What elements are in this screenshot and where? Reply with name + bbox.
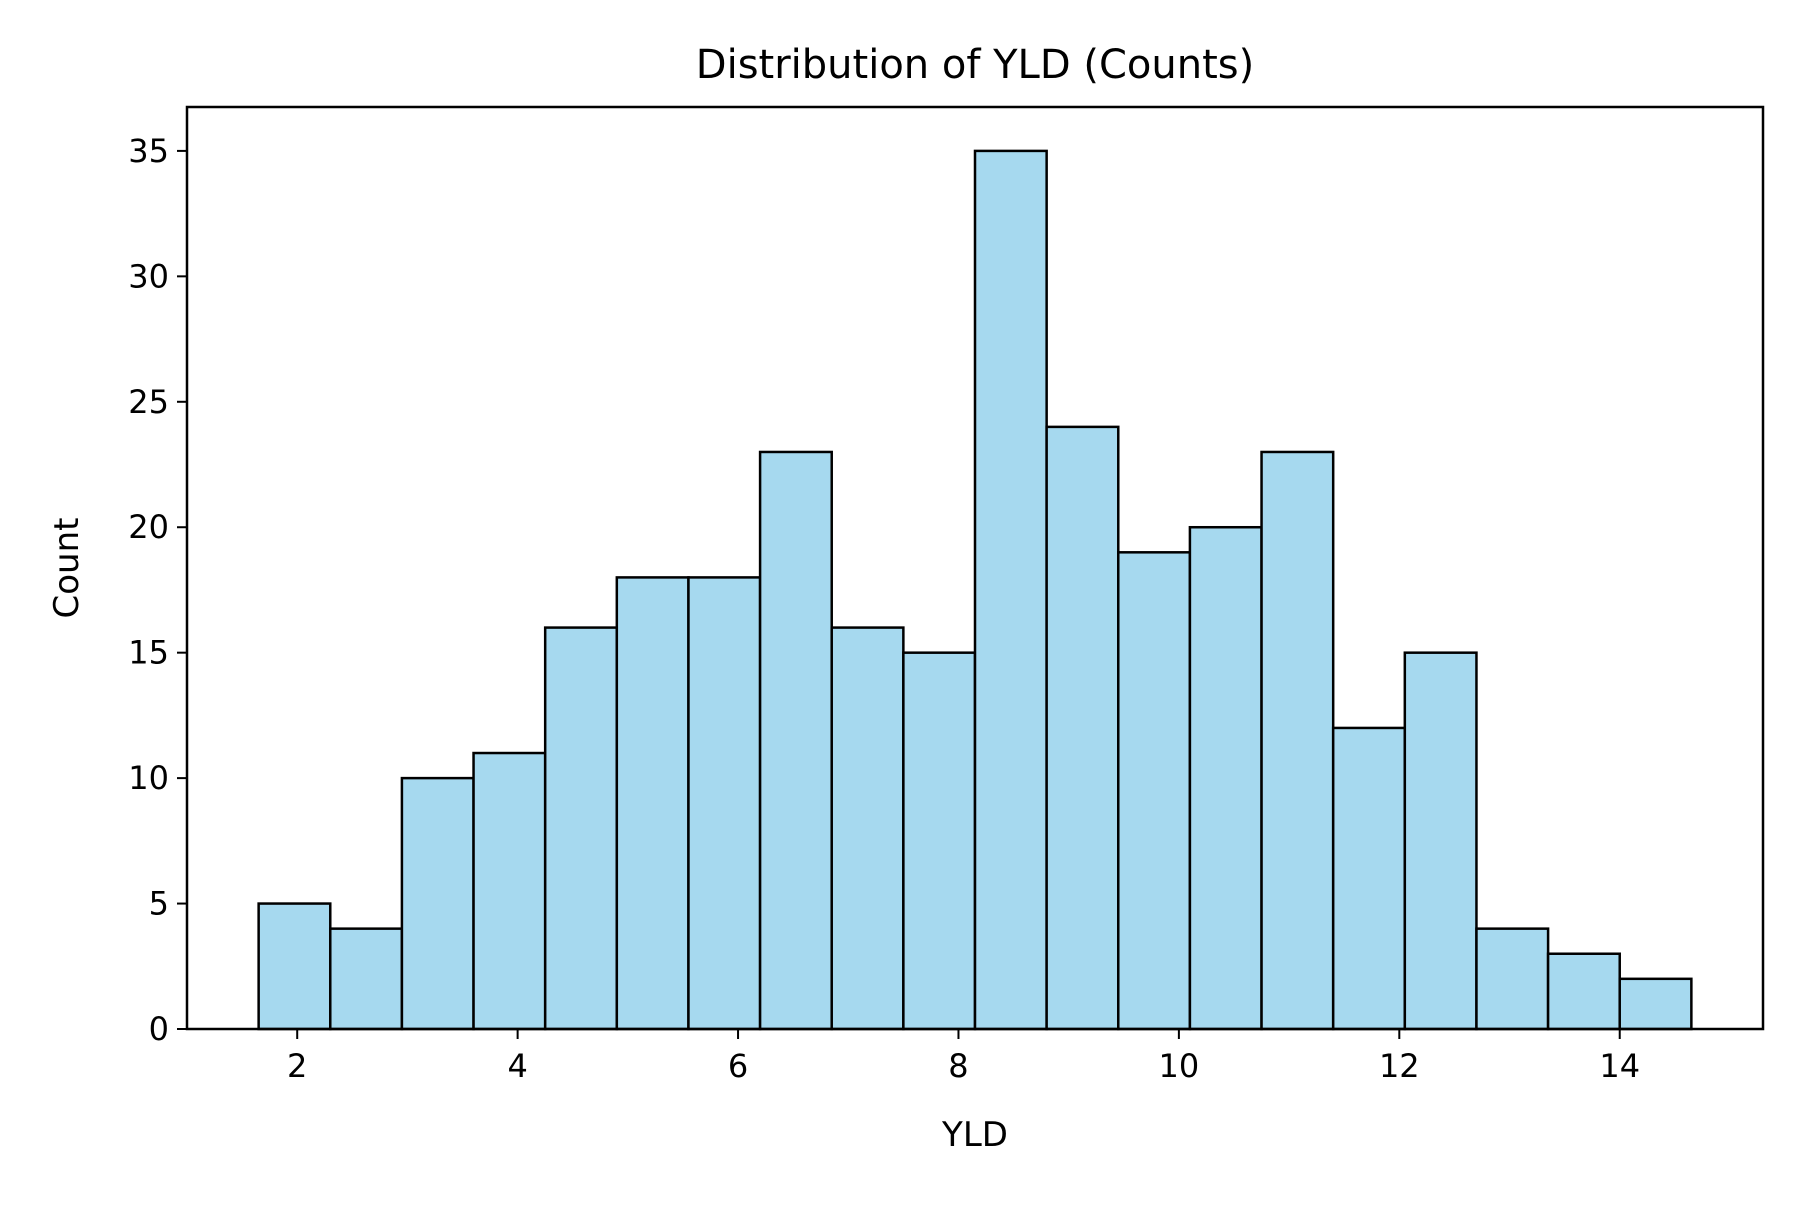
histogram-bar (687, 576, 762, 1031)
x-tick-label: 14 (1599, 1047, 1640, 1085)
y-axis-title: Count (47, 518, 87, 619)
x-axis: 2 4 6 8 10 12 14 (287, 1029, 1640, 1085)
histogram-bar (1260, 450, 1335, 1031)
histogram-bar (1403, 651, 1478, 1031)
histogram-bar (329, 927, 404, 1031)
histogram-bar (1045, 425, 1120, 1031)
histogram-bar (758, 450, 833, 1031)
histogram-bar (830, 626, 905, 1031)
bars-layer (257, 149, 1693, 1031)
chart-title: Distribution of YLD (Counts) (696, 42, 1254, 88)
x-tick-label: 10 (1159, 1047, 1200, 1085)
x-axis-title: YLD (941, 1115, 1008, 1155)
histogram-bar (1475, 927, 1550, 1031)
y-tick-label: 25 (128, 383, 169, 421)
histogram-bar (615, 576, 690, 1031)
histogram-bar (973, 149, 1048, 1031)
x-tick-label: 8 (948, 1047, 968, 1085)
x-tick-label: 6 (728, 1047, 748, 1085)
y-tick-label: 15 (128, 634, 169, 672)
histogram-bar (1188, 525, 1263, 1031)
y-tick-label: 10 (128, 759, 169, 797)
histogram-bar (1618, 977, 1693, 1031)
y-tick-label: 0 (149, 1010, 169, 1048)
x-tick-label: 4 (507, 1047, 527, 1085)
histogram-bar (1546, 952, 1621, 1031)
y-tick-label: 5 (149, 885, 169, 923)
histogram-bar (1117, 551, 1192, 1031)
histogram-bar (257, 902, 332, 1031)
histogram-bar (472, 751, 547, 1031)
plot-frame (185, 105, 1765, 1031)
y-tick-label: 35 (128, 132, 169, 170)
y-tick-label: 20 (128, 508, 169, 546)
histogram-bar (400, 776, 475, 1031)
y-axis: 0 5 10 15 20 25 30 35 (128, 132, 187, 1048)
x-tick-label: 2 (287, 1047, 307, 1085)
histogram-bar (1331, 726, 1407, 1031)
x-tick-label: 12 (1379, 1047, 1420, 1085)
histogram-bar (902, 651, 977, 1031)
y-tick-label: 30 (128, 257, 169, 295)
histogram-bar (543, 626, 619, 1031)
